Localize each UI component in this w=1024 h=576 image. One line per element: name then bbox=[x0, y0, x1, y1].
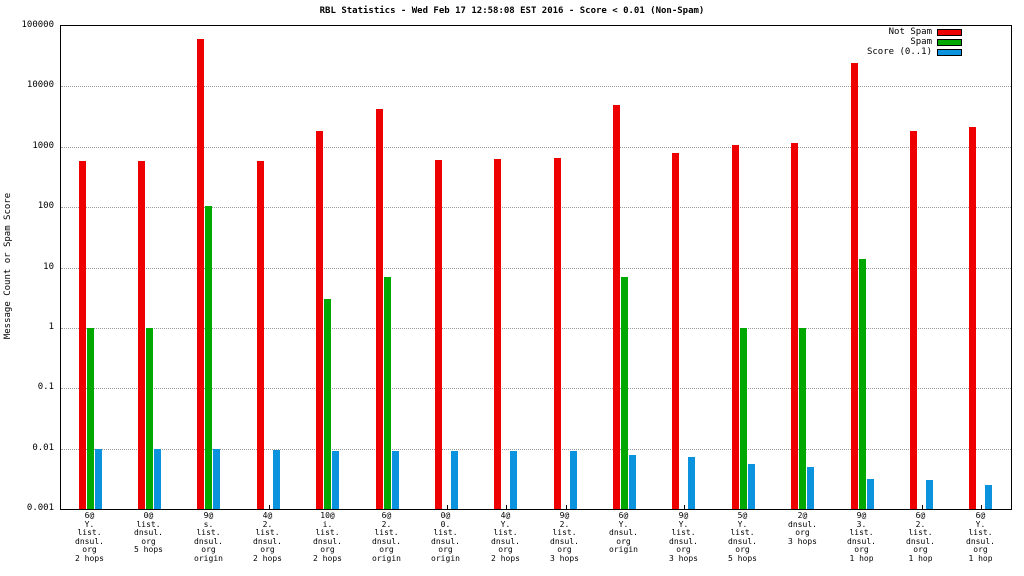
x-category-label: 10@ i. list. dnsul. org 2 hops bbox=[313, 511, 342, 563]
gridline bbox=[61, 86, 1011, 87]
legend-row: Score (0..1) bbox=[867, 47, 962, 57]
bar-spam bbox=[740, 328, 747, 509]
x-category-label: 9@ 2. list. dnsul. org 3 hops bbox=[550, 511, 579, 563]
bar-not-spam bbox=[672, 153, 679, 509]
x-tick bbox=[981, 505, 982, 509]
x-category-label: 6@ 2. list. dnsul. org 1 hop bbox=[906, 511, 935, 563]
bar-score-0-1 bbox=[926, 480, 933, 509]
legend-swatch bbox=[937, 38, 962, 46]
x-category-label: 6@ 2. list. dnsul. org origin bbox=[372, 511, 401, 563]
bar-not-spam bbox=[969, 127, 976, 509]
x-category-label: 6@ Y. list. dnsul. org 2 hops bbox=[75, 511, 104, 563]
gridline bbox=[61, 328, 1011, 329]
bar-spam bbox=[146, 328, 153, 509]
bar-score-0-1 bbox=[867, 479, 874, 509]
legend-swatch bbox=[937, 48, 962, 56]
x-tick bbox=[922, 505, 923, 509]
y-tick-label: 0.01 bbox=[32, 443, 54, 453]
legend-label: Not Spam bbox=[888, 27, 932, 37]
bar-not-spam bbox=[791, 143, 798, 509]
y-tick-label: 0.1 bbox=[37, 382, 54, 392]
bar-spam bbox=[205, 206, 212, 509]
bar-not-spam bbox=[494, 159, 501, 509]
gridline bbox=[61, 268, 1011, 269]
bar-spam bbox=[324, 299, 331, 509]
bar-score-0-1 bbox=[748, 464, 755, 509]
bar-score-0-1 bbox=[985, 485, 992, 509]
x-tick bbox=[506, 505, 507, 509]
x-category-label: 6@ Y. list. dnsul. org 1 hop bbox=[966, 511, 995, 563]
legend-swatch bbox=[937, 28, 962, 36]
bar-score-0-1 bbox=[451, 451, 458, 509]
x-category-label: 9@ 3. list. dnsul. org 1 hop bbox=[847, 511, 876, 563]
bar-not-spam bbox=[316, 131, 323, 509]
x-tick bbox=[566, 505, 567, 509]
gridline bbox=[61, 388, 1011, 389]
bar-score-0-1 bbox=[392, 451, 399, 509]
bar-not-spam bbox=[910, 131, 917, 509]
bar-not-spam bbox=[257, 161, 264, 509]
bar-not-spam bbox=[613, 105, 620, 509]
bar-spam bbox=[621, 277, 628, 509]
legend-label: Spam bbox=[910, 37, 932, 47]
y-tick-label: 0.001 bbox=[26, 503, 54, 513]
y-tick-label: 1 bbox=[48, 322, 54, 332]
x-tick bbox=[269, 505, 270, 509]
bar-not-spam bbox=[554, 158, 561, 509]
bar-score-0-1 bbox=[688, 457, 695, 509]
x-category-label: 5@ Y. list. dnsul. org 5 hops bbox=[728, 511, 757, 563]
bar-score-0-1 bbox=[510, 451, 517, 509]
bar-spam bbox=[87, 328, 94, 509]
bar-score-0-1 bbox=[213, 449, 220, 509]
bar-not-spam bbox=[732, 145, 739, 509]
bar-not-spam bbox=[376, 109, 383, 509]
x-tick bbox=[447, 505, 448, 509]
bar-score-0-1 bbox=[332, 451, 339, 509]
plot-area bbox=[60, 25, 1012, 510]
bar-score-0-1 bbox=[273, 450, 280, 509]
x-category-label: 4@ Y. list. dnsul. org 2 hops bbox=[491, 511, 520, 563]
chart-title: RBL Statistics - Wed Feb 17 12:58:08 EST… bbox=[319, 6, 705, 16]
legend-row: Not Spam bbox=[867, 27, 962, 37]
bar-spam bbox=[859, 259, 866, 509]
bar-not-spam bbox=[79, 161, 86, 509]
y-tick-label: 10 bbox=[43, 262, 54, 272]
y-tick-label: 1000 bbox=[32, 141, 54, 151]
x-category-label: 4@ 2. list. dnsul. org 2 hops bbox=[253, 511, 282, 563]
legend: Not Spam Spam Score (0..1) bbox=[867, 27, 962, 57]
x-tick bbox=[684, 505, 685, 509]
y-tick-label: 10000 bbox=[26, 80, 54, 90]
bar-score-0-1 bbox=[570, 451, 577, 509]
bar-not-spam bbox=[435, 160, 442, 509]
bar-not-spam bbox=[138, 161, 145, 509]
y-tick-label: 100 bbox=[37, 201, 54, 211]
bar-score-0-1 bbox=[629, 455, 636, 509]
bar-spam bbox=[384, 277, 391, 509]
x-category-label: 0@ list. dnsul. org 5 hops bbox=[134, 511, 163, 554]
y-tick-label: 100000 bbox=[21, 20, 54, 30]
bar-score-0-1 bbox=[154, 449, 161, 509]
x-category-label: 2@ dnsul. org 3 hops bbox=[788, 511, 817, 546]
gridline bbox=[61, 449, 1011, 450]
gridline bbox=[61, 147, 1011, 148]
legend-label: Score (0..1) bbox=[866, 47, 932, 57]
gridline bbox=[61, 207, 1011, 208]
bar-not-spam bbox=[197, 39, 204, 509]
bar-spam bbox=[799, 328, 806, 509]
bar-score-0-1 bbox=[95, 449, 102, 509]
legend-row: Spam bbox=[867, 37, 962, 47]
x-category-label: 0@ 0. list. dnsul. org origin bbox=[431, 511, 460, 563]
bar-not-spam bbox=[851, 63, 858, 509]
bar-score-0-1 bbox=[807, 467, 814, 509]
x-category-label: 9@ s. list. dnsul. org origin bbox=[194, 511, 223, 563]
x-category-label: 9@ Y. list. dnsul. org 3 hops bbox=[669, 511, 698, 563]
x-category-label: 6@ Y. dnsul. org origin bbox=[609, 511, 638, 554]
